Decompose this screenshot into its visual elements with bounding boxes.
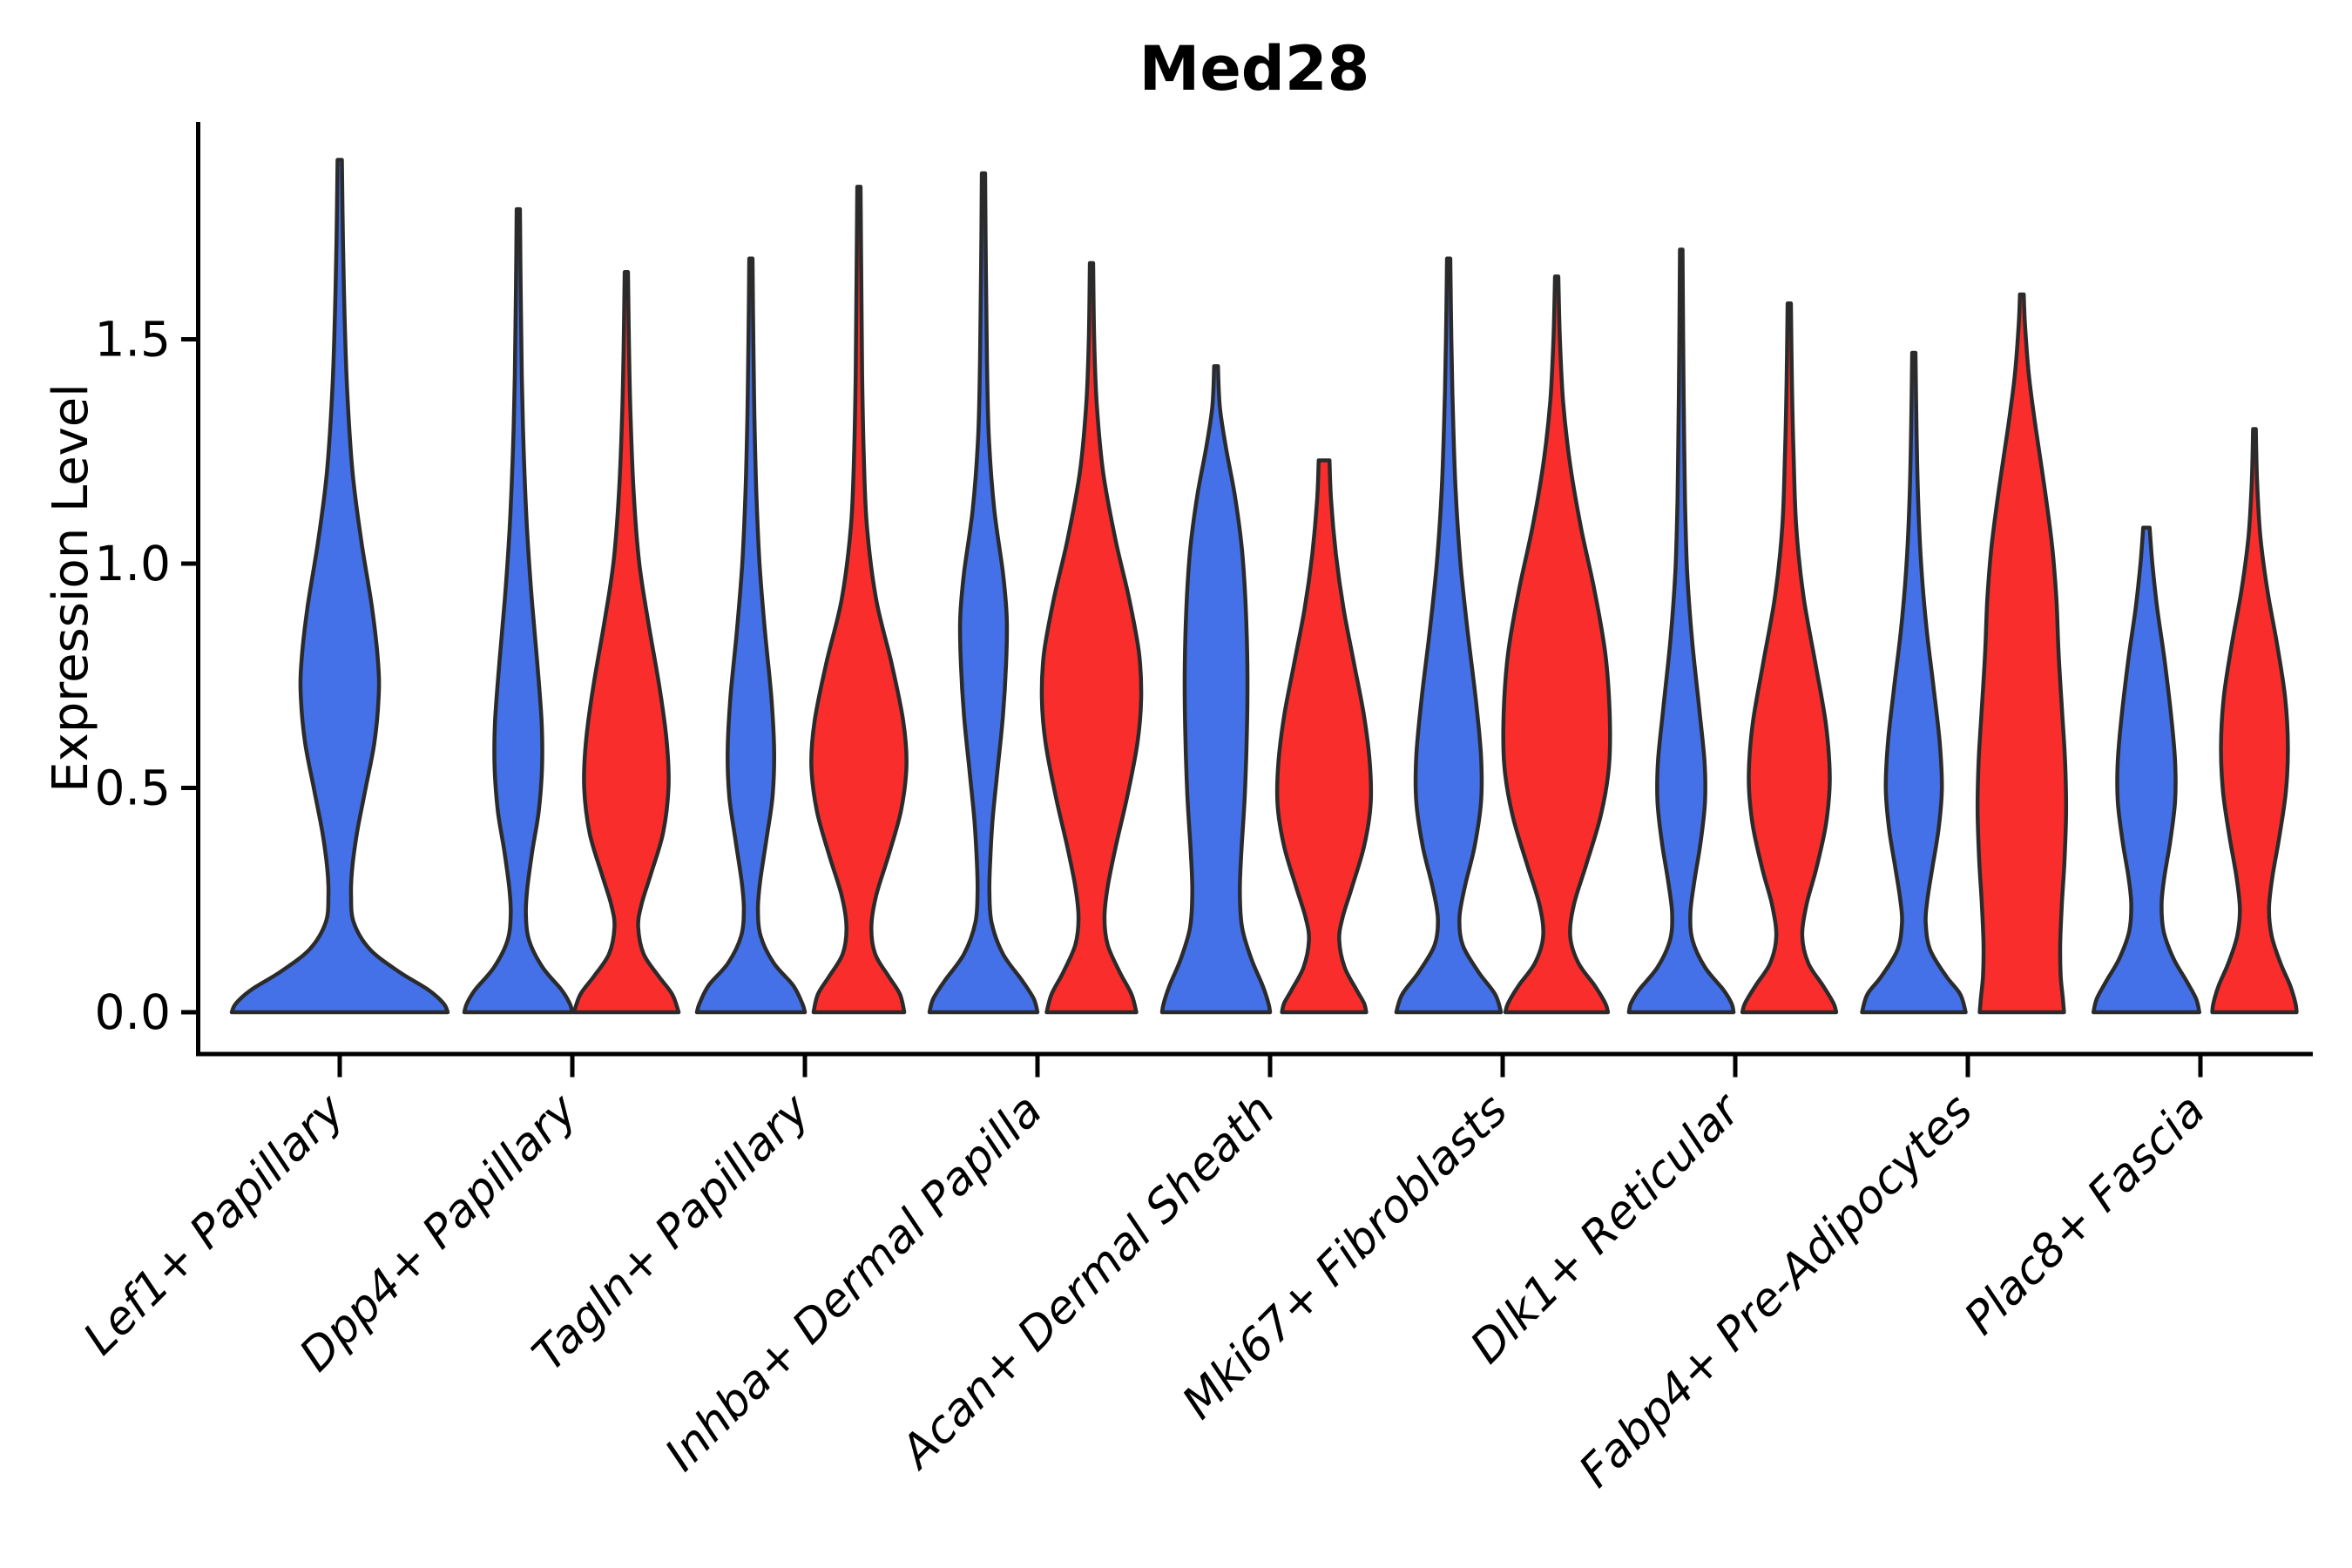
y-tick-label: 0.5 [95,760,171,816]
y-tick-label: 0.0 [95,984,171,1040]
y-tick-label: 1.0 [95,536,171,591]
violin-fabp4-pre-adipocytes-blue [1860,350,1968,1015]
violin-dpp4-papillary-blue [462,206,575,1015]
violin-fabp4-pre-adipocytes-red [1975,292,2069,1015]
violin-lef1-papillary-blue [229,158,450,1015]
violin-plac8-fascia-blue [2091,525,2202,1015]
y-tick-label: 1.5 [95,312,171,368]
violin-tagln-papillary-blue [694,256,808,1015]
violin-inhba-dermal-papilla-blue [927,171,1040,1015]
x-tick-label: Inhba+ Dermal Papilla [655,1085,1052,1482]
violin-dlk1-reticular-blue [1626,247,1736,1015]
violin-mki67-fibroblasts-blue [1394,256,1504,1015]
violin-dpp4-papillary-red [571,270,681,1015]
y-axis-label: Expression Level [43,383,99,793]
violin-acan-dermal-sheath-red [1274,458,1374,1015]
axes [181,122,2313,1078]
chart-title: Med28 [1139,33,1370,105]
violin-dlk1-reticular-red [1740,301,1839,1015]
x-tick-label: Acan+ Dermal Sheath [889,1085,1285,1480]
x-tick-label: Plac8+ Fascia [1955,1085,2215,1345]
violin-inhba-dermal-papilla-red [1039,260,1144,1015]
x-tick-label: Fabp4+ Pre-Adipocytes [1570,1085,1984,1498]
violin-mki67-fibroblasts-red [1501,274,1612,1015]
violin-acan-dermal-sheath-blue [1159,364,1273,1015]
violin-tagln-papillary-red [809,185,909,1015]
violin-plac8-fascia-red [2210,427,2299,1015]
violins [229,158,2299,1015]
